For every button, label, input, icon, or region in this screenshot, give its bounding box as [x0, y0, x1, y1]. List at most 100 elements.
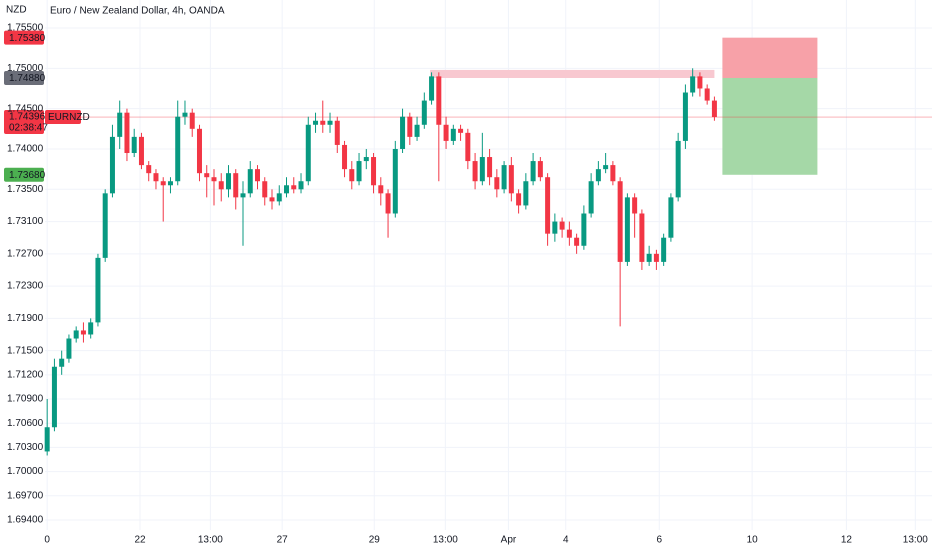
candle-body: [233, 173, 239, 198]
candle-body: [646, 253, 652, 262]
candle-body: [559, 221, 565, 230]
candle-body: [450, 128, 456, 141]
candle-body: [610, 165, 616, 182]
last-price-label: 1.74396: [9, 112, 46, 123]
candle-body: [624, 197, 630, 262]
symbol-label: EURNZD: [48, 112, 90, 123]
target-area: [722, 77, 818, 175]
candle-body: [465, 132, 471, 162]
chart-title: Euro / New Zealand Dollar, 4h, OANDA: [50, 6, 225, 17]
symbol-box: [45, 110, 81, 125]
candle-body: [537, 161, 543, 178]
candle-body: [109, 136, 115, 194]
candle-body: [182, 112, 188, 117]
overlay: 1.75380 1.74880 1.73680 1.7439602:38:47EURN…: [4, 30, 90, 182]
candle-body: [661, 237, 667, 262]
y-tick-label: 1.69700: [7, 490, 44, 501]
x-tick-label: 13:00: [433, 535, 458, 546]
candle-body: [392, 148, 398, 214]
candle-body: [668, 197, 674, 238]
candle-body: [516, 193, 522, 206]
candle-body: [704, 88, 710, 101]
candle-body: [378, 185, 384, 194]
y-tick-label: 1.71900: [7, 313, 44, 324]
candle-body: [523, 181, 529, 206]
candle-body: [356, 161, 362, 182]
candle-body: [73, 330, 79, 339]
price-label: 1.74880: [9, 73, 46, 84]
candle-body: [204, 173, 210, 178]
candle-body: [225, 173, 231, 190]
candle-body: [494, 177, 500, 190]
candle-body: [66, 338, 72, 359]
x-tick-label: 22: [134, 535, 146, 546]
y-tick-label: 1.70900: [7, 394, 44, 405]
candle-body: [284, 185, 290, 194]
last-price-box: [4, 110, 44, 135]
axis-label: NZD: [6, 5, 27, 16]
candle-body: [479, 157, 485, 182]
y-tick-label: 1.70300: [7, 442, 44, 453]
x-tick-label: 29: [369, 535, 381, 546]
stop-area: [722, 37, 818, 78]
candle-body: [255, 169, 261, 182]
y-tick-label: 1.70600: [7, 418, 44, 429]
candle-body: [487, 157, 493, 178]
y-tick-label: 1.71200: [7, 369, 44, 380]
y-tick-label: 1.72300: [7, 281, 44, 292]
candle-body: [51, 366, 57, 428]
y-tick-label: 1.75000: [7, 63, 44, 74]
y-tick-label: 1.70000: [7, 466, 44, 477]
candle-body: [508, 165, 514, 194]
candle-body: [269, 197, 275, 202]
candle-body: [313, 120, 319, 125]
candle-body: [429, 76, 435, 101]
candle-body: [472, 161, 478, 182]
candle-body: [189, 112, 195, 129]
price-label-box: [4, 167, 44, 182]
candle-body: [320, 120, 326, 125]
candle-body: [552, 221, 558, 234]
candle-body: [247, 169, 253, 194]
candle-body: [407, 116, 413, 137]
candle-body: [80, 330, 86, 335]
candle-body: [196, 128, 202, 174]
candle-body: [334, 120, 340, 145]
x-tick-label: 13:00: [903, 535, 928, 546]
x-tick-label: 27: [277, 535, 289, 546]
candle-body: [327, 120, 333, 125]
candle-body: [414, 124, 420, 137]
x-tick-label: 6: [657, 535, 663, 546]
candle-body: [117, 112, 123, 137]
candle-body: [436, 76, 442, 125]
candle-body: [385, 193, 391, 214]
candle-body: [574, 237, 580, 246]
candle-body: [581, 213, 587, 246]
y-tick-label: 1.69400: [7, 515, 44, 526]
candle-body: [291, 185, 297, 190]
price-label-box: [4, 70, 44, 85]
candle-body: [44, 427, 50, 452]
candle-body: [545, 177, 551, 234]
candle-body: [349, 169, 355, 182]
candle-body: [59, 358, 65, 367]
candle-body: [95, 257, 101, 323]
candle-body: [88, 322, 94, 335]
candle-body: [131, 136, 137, 154]
y-tick-label: 1.74500: [7, 103, 44, 114]
candle-body: [690, 76, 696, 93]
candle-body: [653, 253, 659, 262]
candle-body: [160, 181, 166, 186]
candle-body: [588, 181, 594, 214]
x-tick-label: 0: [44, 535, 50, 546]
y-tick-label: 1.73100: [7, 216, 44, 227]
candle-body: [530, 161, 536, 182]
candle-body: [400, 116, 406, 149]
candle-body: [371, 157, 377, 186]
candle-body: [138, 136, 144, 166]
x-tick-label: 13:00: [198, 535, 223, 546]
resistance-zone: [430, 69, 715, 78]
y-tick-label: 1.71500: [7, 345, 44, 356]
y-tick-label: 1.72700: [7, 248, 44, 259]
